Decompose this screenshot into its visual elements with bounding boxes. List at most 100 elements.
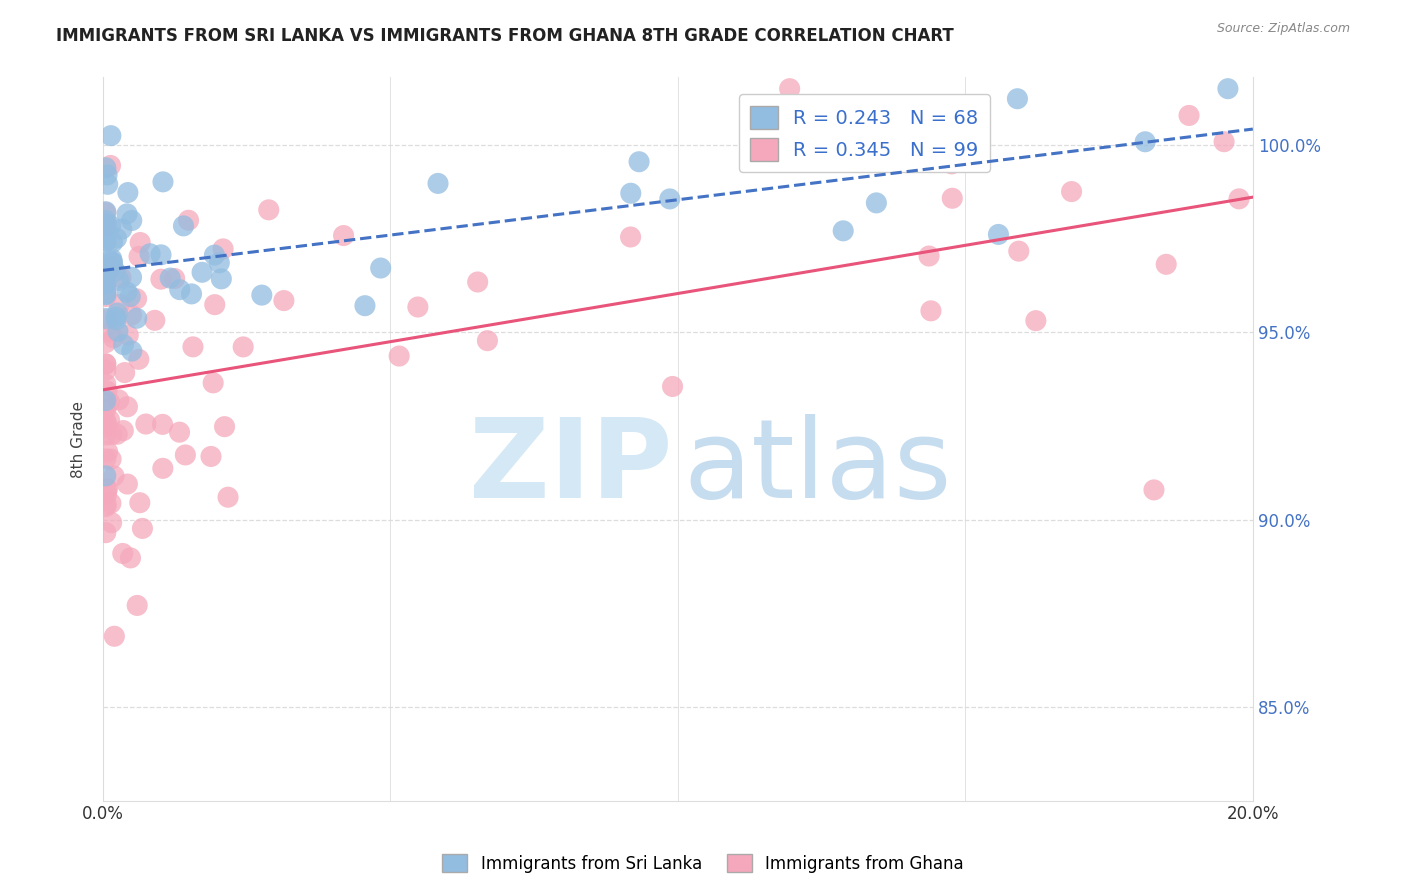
Point [94,213,117,227]
Point [94,234,117,248]
Point [98,325,121,339]
Point [100,496,122,510]
Point [135,417,157,431]
Point [427,177,450,191]
Point [94,335,117,350]
Point [149,272,172,286]
Point [94,357,117,371]
Text: ZIP: ZIP [468,415,672,522]
Point [115,285,138,299]
Point [920,303,942,318]
Text: Source: ZipAtlas.com: Source: ZipAtlas.com [1216,22,1350,36]
Point [169,283,191,297]
Point [103,469,125,483]
Point [941,191,963,205]
Point [96,384,118,398]
Point [127,599,149,613]
Point [204,298,226,312]
Point [143,313,166,327]
Point [169,425,191,440]
Point [620,186,643,201]
Point [94,268,117,283]
Point [103,331,125,345]
Point [1178,108,1201,122]
Point [100,159,122,173]
Point [94,420,117,434]
Point [1213,135,1236,149]
Point [94,500,117,514]
Point [101,255,124,269]
Point [100,219,122,233]
Point [94,289,117,303]
Point [208,256,231,270]
Point [94,393,117,408]
Point [96,482,118,496]
Point [477,334,499,348]
Point [150,248,173,262]
Y-axis label: 8th Grade: 8th Grade [72,401,86,477]
Point [139,246,162,260]
Point [94,255,117,269]
Point [619,230,641,244]
Point [114,366,136,380]
Point [94,451,117,466]
Point [180,286,202,301]
Point [828,153,851,167]
Point [94,414,117,428]
Point [152,417,174,432]
Point [354,299,377,313]
Point [177,213,200,227]
Point [94,205,117,219]
Point [128,250,150,264]
Point [103,629,125,643]
Point [212,242,235,256]
Point [94,258,117,272]
Text: atlas: atlas [683,415,952,522]
Point [467,275,489,289]
Point [94,363,117,377]
Point [101,260,124,274]
Point [112,337,135,351]
Point [388,349,411,363]
Text: IMMIGRANTS FROM SRI LANKA VS IMMIGRANTS FROM GHANA 8TH GRADE CORRELATION CHART: IMMIGRANTS FROM SRI LANKA VS IMMIGRANTS … [56,27,955,45]
Point [96,497,118,511]
Point [1133,135,1156,149]
Point [100,128,122,143]
Point [1007,92,1029,106]
Point [918,249,941,263]
Point [98,262,121,277]
Point [370,260,392,275]
Point [115,207,138,221]
Point [214,419,236,434]
Point [200,450,222,464]
Point [128,496,150,510]
Point [125,292,148,306]
Point [105,312,128,326]
Point [111,222,134,236]
Point [163,271,186,285]
Point [202,376,225,390]
Point [112,424,135,438]
Point [107,324,129,338]
Point [108,297,131,311]
Point [191,265,214,279]
Point [94,218,117,232]
Point [104,310,127,324]
Point [107,392,129,407]
Point [117,186,139,200]
Point [97,178,120,192]
Point [121,270,143,285]
Point [96,416,118,430]
Point [105,427,128,442]
Point [1025,313,1047,327]
Point [204,248,226,262]
Point [94,428,117,442]
Point [94,260,117,275]
Point [100,452,122,467]
Point [658,192,681,206]
Point [100,516,122,530]
Point [94,285,117,300]
Point [94,234,117,248]
Point [97,444,120,458]
Point [1227,192,1250,206]
